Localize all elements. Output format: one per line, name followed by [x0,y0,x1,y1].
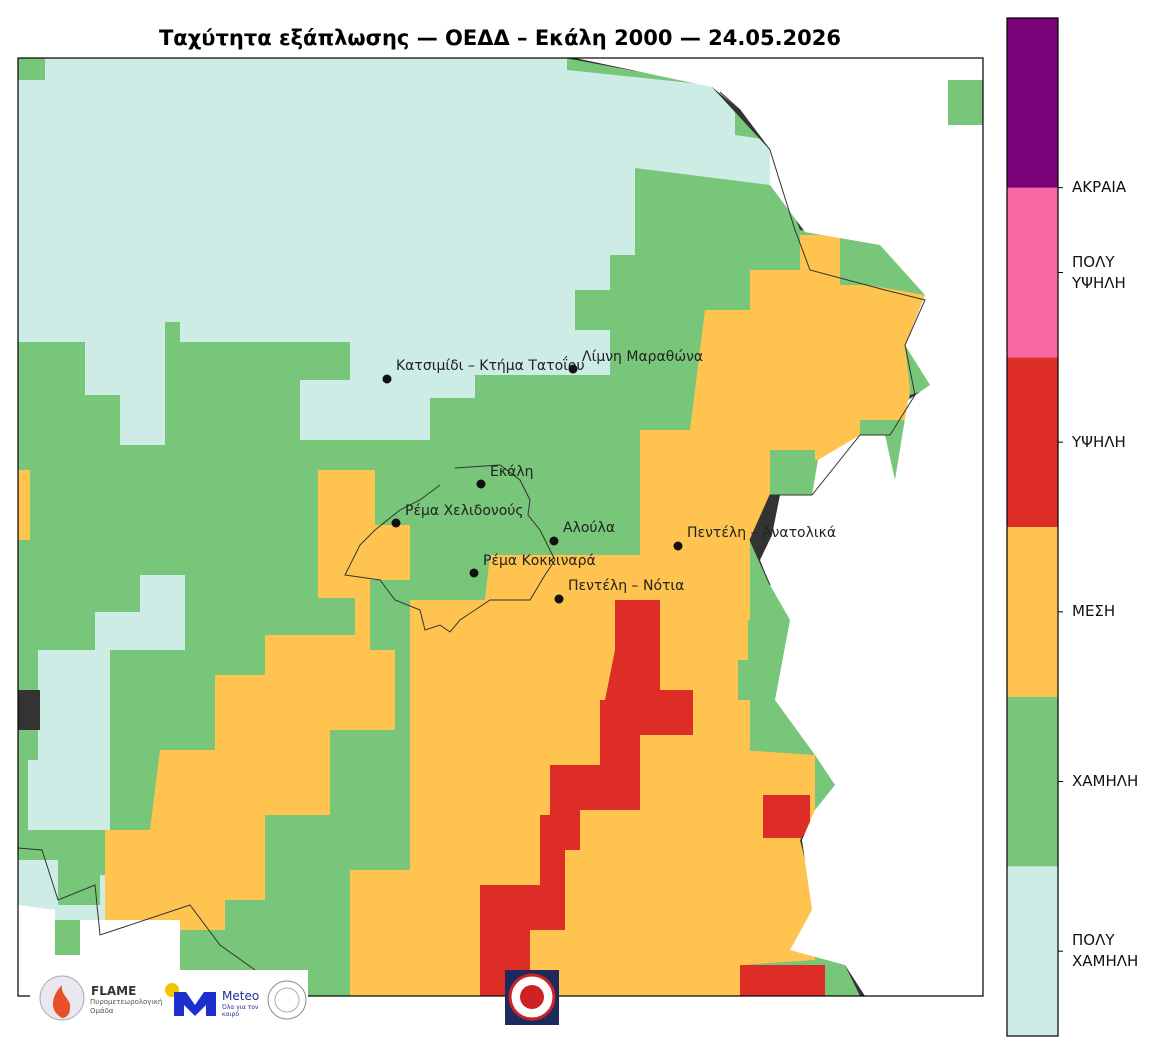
place-marker [469,568,479,578]
place-marker [549,536,559,546]
colorbar-segment [1007,527,1058,697]
legend-label: ΥΨΗΛΗ [1072,432,1126,451]
colorbar-segment [1007,357,1058,527]
place-label: Πεντέλη – Νότια [568,578,684,594]
flame-subtext: Πυρομετεωρολογική Ομάδα [90,998,163,1015]
legend-label: ΧΑΜΗΛΗ [1072,772,1139,790]
place-marker [391,518,401,528]
place-label: Αλούλα [563,520,615,536]
place-marker [673,541,683,551]
logos: FLAME Πυρομετεωρολογική Ομάδα Meteo Όλα … [30,970,559,1026]
colorbar-segment [1007,866,1058,1036]
place-label: Ρέμα Χελιδονούς [405,503,524,519]
legend-label: ΠΟΛΥ ΧΑΜΗΛΗ [1072,931,1139,971]
place-label: Πεντέλη – Ανατολικά [687,525,836,541]
place-marker [382,374,392,384]
colorbar-segment [1007,187,1058,358]
colorbar-frame [1006,17,1059,1037]
legend-label: ΠΟΛΥ ΥΨΗΛΗ [1072,252,1126,292]
place-marker [554,594,564,604]
map-frame [17,57,984,997]
place-label: Ρέμα Κοκκιναρά [483,553,596,569]
meteo-subtext: Όλα για τον καιρό [222,1004,259,1018]
place-label: Εκάλη [490,464,533,480]
colorbar-segment [1007,18,1058,188]
place-marker [568,364,578,374]
flame-text: FLAME [91,984,136,998]
title: Ταχύτητα εξάπλωσης — ΟΕΔΔ – Εκάλη 2000 —… [159,26,841,50]
meteo-text: Meteo [222,989,259,1003]
place-label: Κατσιμίδι – Κτήμα Τατοΐου [396,356,585,374]
place-label: Λίμνη Μαραθώνα [582,349,703,365]
colorbar-segment [1007,696,1058,867]
legend-label: ΜΕΣΗ [1072,602,1116,621]
legend-label: ΑΚΡΑΙΑ [1072,178,1127,197]
place-marker [476,479,486,489]
colorbar [1007,18,1063,1036]
raster [18,58,983,996]
